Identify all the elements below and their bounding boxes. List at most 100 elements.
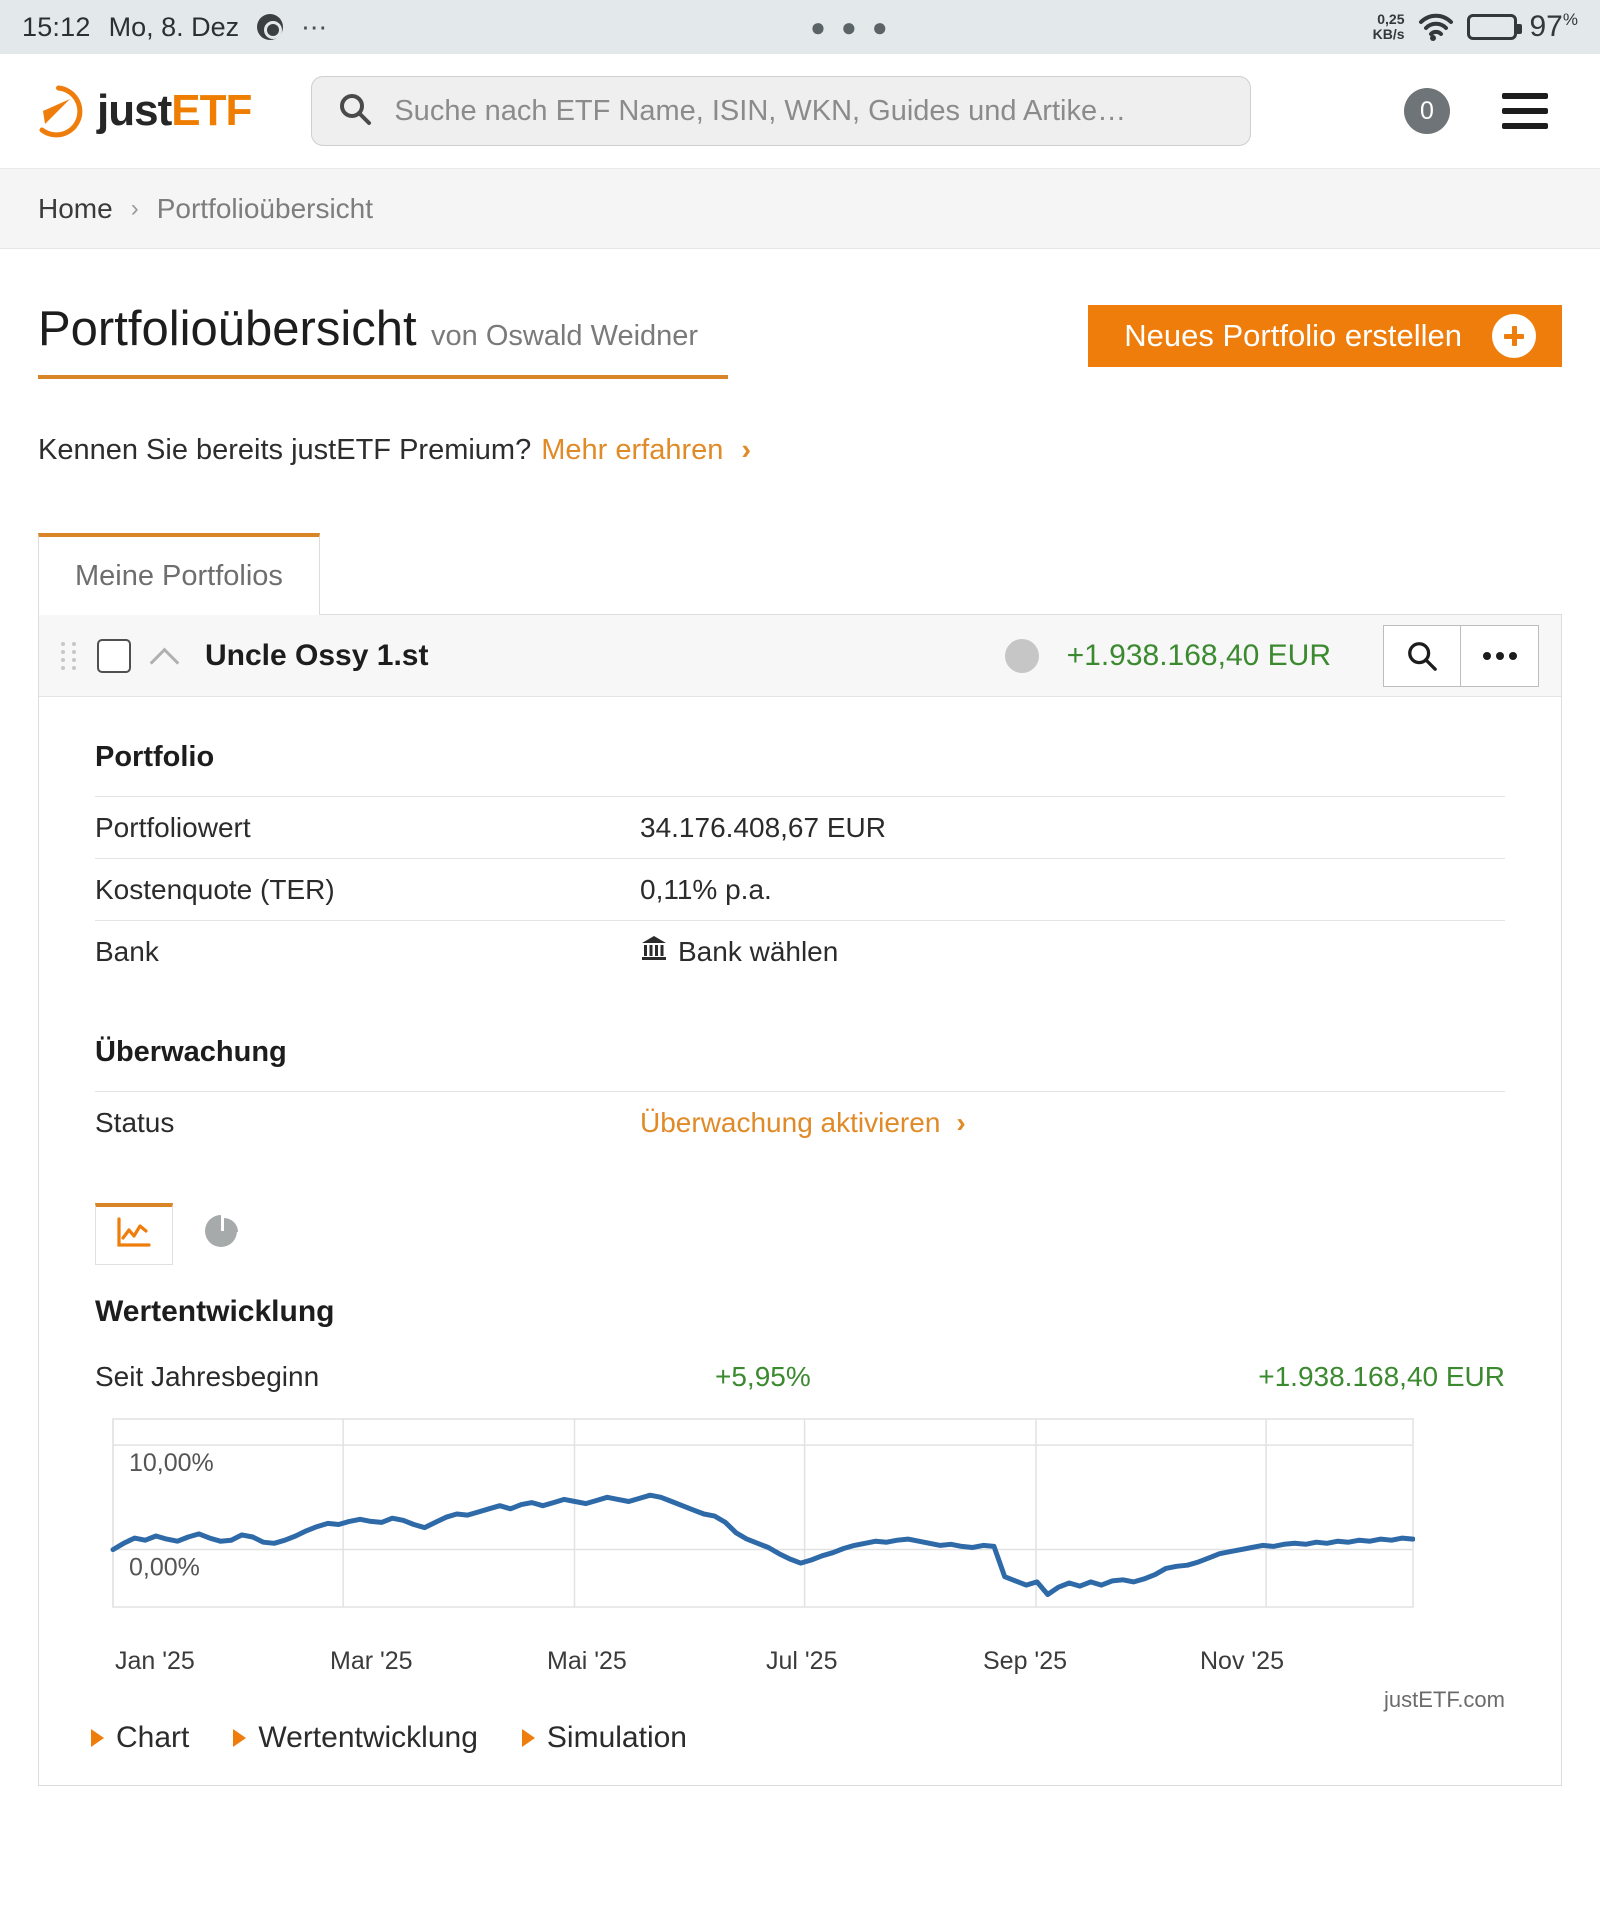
status-overflow-icon: ⋯ (301, 12, 330, 42)
x-tick-label: Jan '25 (115, 1647, 195, 1675)
search-bar[interactable] (311, 76, 1252, 146)
performance-chart-svg: 0,00% 10,00% (110, 1418, 1416, 1608)
network-speed-unit: KB/s (1372, 26, 1405, 42)
page-title-row: Portfolioübersicht von Oswald Weidner Ne… (38, 249, 1562, 379)
chart-x-axis: Jan '25 Mar '25 Mai '25 Jul '25 Sep '25 … (95, 1647, 1505, 1712)
page-subtitle: von Oswald Weidner (431, 320, 699, 352)
premium-learn-more-link[interactable]: Mehr erfahren (541, 434, 724, 466)
triangle-right-icon (233, 1729, 247, 1747)
x-tick-label: Mar '25 (330, 1647, 413, 1675)
portfolio-footer-links: Chart Wertentwicklung Simulation (39, 1687, 1561, 1785)
portfolio-actions (1383, 624, 1539, 687)
bank-select-label: Bank wählen (678, 935, 839, 967)
plus-icon (1492, 314, 1536, 358)
footer-link-label: Simulation (546, 1721, 687, 1754)
cart-badge[interactable]: 0 (1404, 88, 1450, 134)
title-underline (38, 375, 728, 379)
triangle-right-icon (521, 1729, 535, 1747)
record-icon (257, 14, 284, 40)
status-bar-center: ● ● ● (329, 12, 1372, 43)
tab-pie-chart[interactable] (183, 1203, 261, 1265)
page-title: Portfolioübersicht (38, 302, 417, 356)
portfolio-card: Uncle Ossy 1.st +1.938.168,40 EUR (38, 615, 1562, 1786)
page-content: Portfolioübersicht von Oswald Weidner Ne… (0, 249, 1600, 1786)
x-tick-label: Nov '25 (1200, 1647, 1284, 1675)
performance-period-label: Seit Jahresbeginn (95, 1361, 320, 1392)
section-title-ueberwachung: Überwachung (95, 1036, 287, 1068)
footer-link-label: Chart (116, 1721, 190, 1754)
portfolio-more-button[interactable] (1461, 624, 1539, 687)
portfolio-name: Uncle Ossy 1.st (205, 638, 429, 672)
portfolio-gain-amount: +1.938.168,40 EUR (1066, 638, 1331, 672)
svg-text:0,00%: 0,00% (129, 1554, 200, 1582)
chevron-up-icon[interactable] (151, 642, 179, 670)
search-input[interactable] (394, 94, 1225, 128)
section-title-portfolio: Portfolio (95, 741, 215, 773)
performance-chart[interactable]: 0,00% 10,00% Jan '25 Mar '25 Mai '25 Jul … (95, 1417, 1505, 1712)
battery-percentage: 97% (1529, 10, 1579, 43)
row-label: Bank (95, 935, 159, 967)
activate-monitoring-label: Überwachung aktivieren (640, 1106, 941, 1138)
triangle-right-icon (91, 1729, 104, 1747)
footer-link-label: Wertentwicklung (258, 1721, 478, 1754)
logo-text-just: just (97, 86, 172, 135)
hamburger-icon[interactable] (1502, 93, 1548, 129)
network-speed-value: 0,25 (1377, 11, 1405, 27)
chevron-right-icon: › (130, 194, 139, 222)
status-bar-left: 15:12 Mo, 8. Dez ⋯ (22, 12, 329, 43)
x-tick-label: Jul '25 (766, 1647, 838, 1675)
breadcrumb: Home › Portfolioübersicht (0, 169, 1600, 249)
line-chart-icon (115, 1216, 153, 1255)
row-label: Status (95, 1106, 175, 1138)
justetf-logo[interactable]: justETF (30, 83, 252, 140)
x-tick-label: Sep '25 (983, 1647, 1068, 1675)
svg-text:10,00%: 10,00% (129, 1449, 214, 1477)
row-value-bank[interactable]: Bank wählen (640, 934, 838, 969)
pie-chart-icon (202, 1212, 242, 1257)
row-label: Portfoliowert (95, 811, 251, 843)
footer-link-chart[interactable]: Chart (91, 1721, 189, 1755)
footer-link-simulation[interactable]: Simulation (521, 1721, 687, 1755)
x-tick-label: Mai '25 (547, 1647, 627, 1675)
bank-icon (640, 934, 668, 969)
portfolio-card-body: Portfolio Portfoliowert 34.176.408,67 EU… (39, 697, 1561, 1712)
battery-icon (1466, 14, 1522, 40)
tab-label: Meine Portfolios (75, 559, 283, 592)
logo-text-etf: ETF (171, 86, 252, 135)
new-portfolio-button-label: Neues Portfolio erstellen (1124, 318, 1462, 353)
chart-view-tabs (95, 1203, 1505, 1265)
status-time: 15:12 (22, 11, 91, 42)
row-value: 34.176.408,67 EUR (640, 811, 886, 843)
premium-promo-text: Kennen Sie bereits justETF Premium? (38, 434, 532, 466)
row-label: Kostenquote (TER) (95, 873, 335, 905)
logo-text: justETF (97, 86, 252, 136)
page-title-block: Portfolioübersicht von Oswald Weidner (38, 301, 728, 379)
status-badge (1004, 638, 1039, 673)
table-row: Bank Bank wählen (95, 920, 1505, 982)
portfolio-checkbox[interactable] (97, 638, 131, 673)
portfolio-search-button[interactable] (1383, 624, 1461, 687)
wifi-icon (1418, 13, 1454, 41)
chart-section-title: Wertentwicklung (95, 1295, 335, 1328)
breadcrumb-home[interactable]: Home (38, 192, 113, 224)
performance-row: Seit Jahresbeginn +5,95% +1.938.168,40 E… (95, 1361, 1505, 1393)
table-row: Status Überwachung aktivieren › (95, 1091, 1505, 1153)
portfolio-card-header-right: +1.938.168,40 EUR (1004, 624, 1539, 687)
drag-handle-icon[interactable] (61, 639, 77, 673)
site-header: justETF 0 (0, 54, 1600, 169)
footer-link-wertentwicklung[interactable]: Wertentwicklung (233, 1721, 478, 1755)
status-bar: 15:12 Mo, 8. Dez ⋯ ● ● ● 0,25 KB/s 97% (0, 0, 1600, 54)
status-date: Mo, 8. Dez (108, 11, 240, 42)
logo-mark-icon (30, 83, 87, 140)
header-actions: 0 (1404, 88, 1570, 134)
network-speed: 0,25 KB/s (1373, 12, 1405, 42)
breadcrumb-current: Portfolioübersicht (156, 192, 374, 224)
portfolio-tabs: Meine Portfolios (38, 532, 1562, 615)
new-portfolio-button[interactable]: Neues Portfolio erstellen (1088, 305, 1562, 367)
activate-monitoring-link[interactable]: Überwachung aktivieren › (640, 1107, 966, 1139)
tab-meine-portfolios[interactable]: Meine Portfolios (38, 533, 320, 615)
portfolio-card-header: Uncle Ossy 1.st +1.938.168,40 EUR (39, 615, 1561, 697)
tab-line-chart[interactable] (95, 1203, 173, 1265)
table-row: Portfoliowert 34.176.408,67 EUR (95, 796, 1505, 858)
status-center-dots-icon: ● ● ● (810, 11, 892, 42)
